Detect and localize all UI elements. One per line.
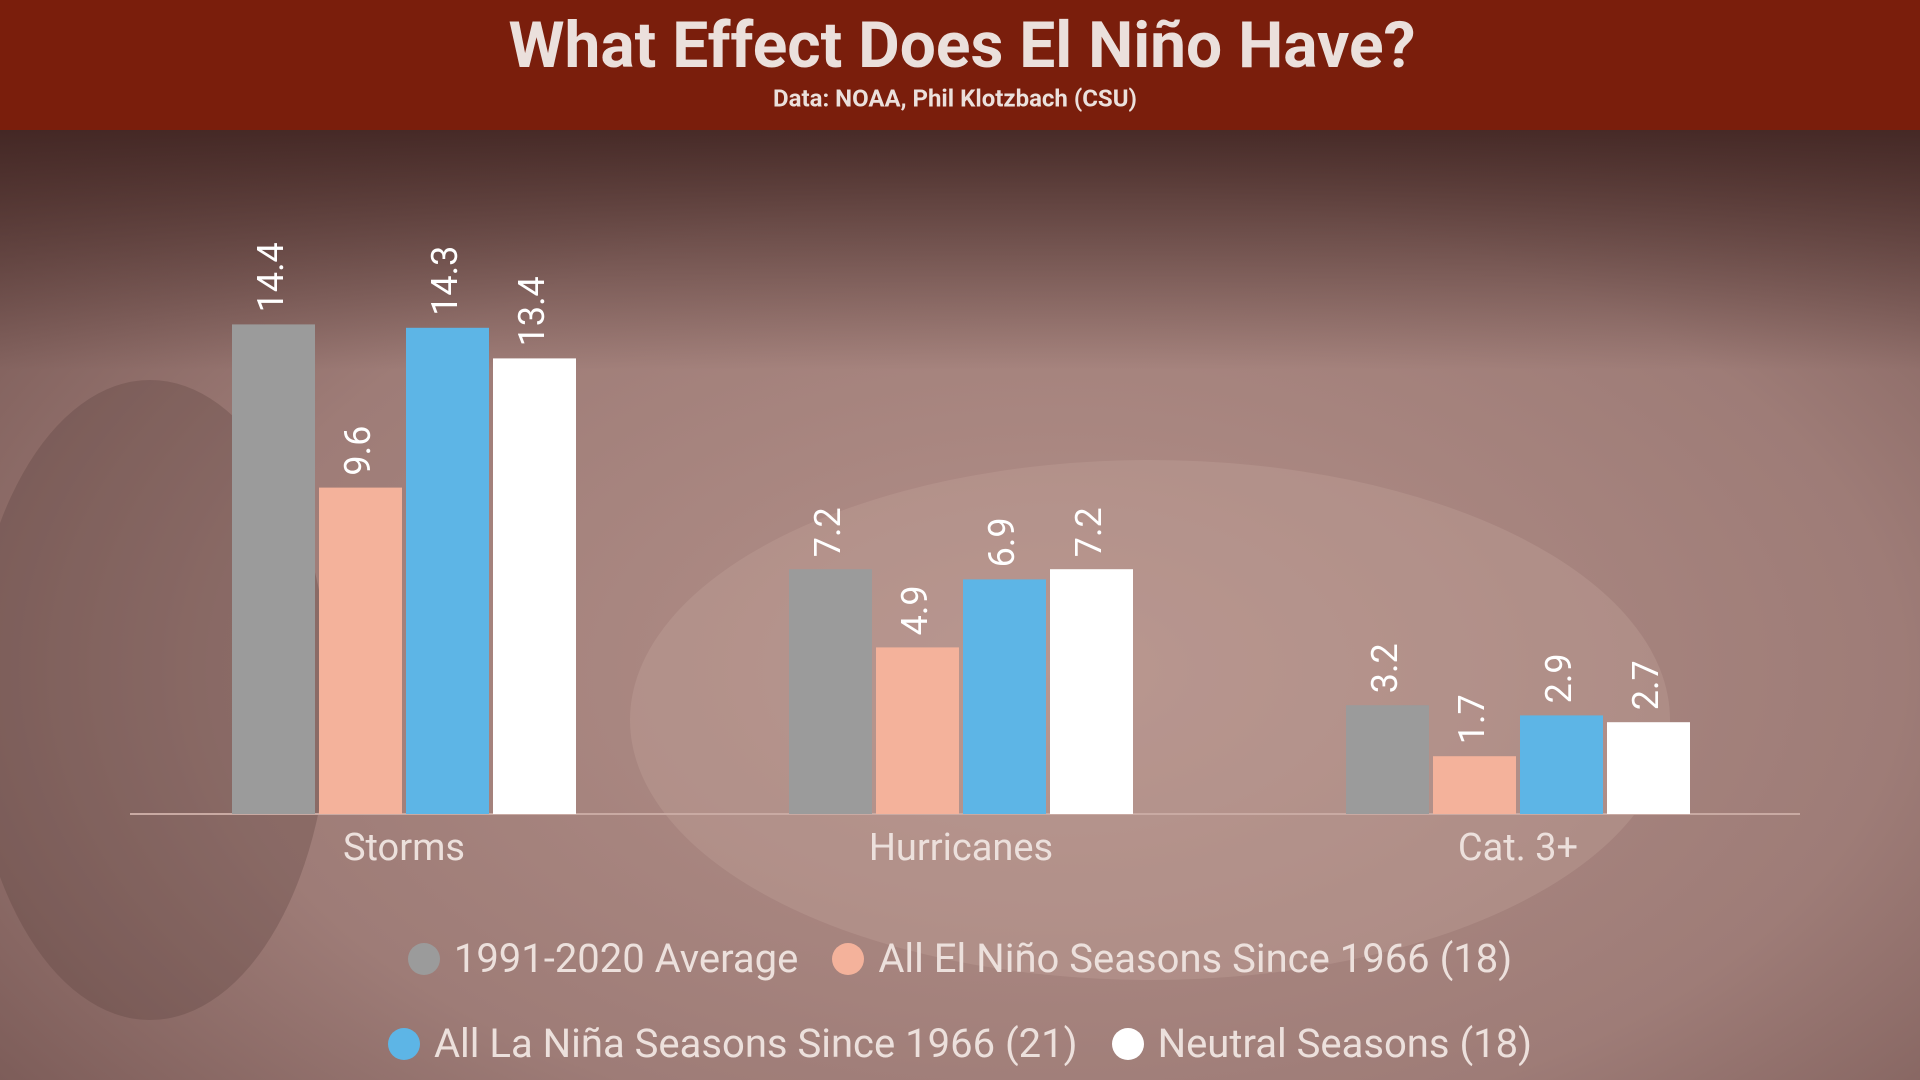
legend-marker: [407, 942, 440, 975]
data-label: 14.4: [250, 242, 292, 312]
bar: [406, 327, 489, 814]
chart-title: What Effect Does El Niño Have?: [509, 8, 1416, 83]
data-label: 2.7: [1625, 660, 1667, 710]
data-label: 6.9: [981, 517, 1023, 567]
data-label: 1.7: [1451, 694, 1493, 744]
bar: [493, 358, 576, 814]
legend-marker: [832, 942, 865, 975]
legend-label: 1991-2020 Average: [453, 935, 799, 982]
bar: [319, 487, 402, 814]
data-label: 9.6: [337, 426, 379, 476]
data-label: 7.2: [807, 507, 849, 557]
legend-marker: [387, 1027, 420, 1060]
data-label: 3.2: [1364, 643, 1406, 693]
bar: [1520, 715, 1603, 814]
chart-subtitle: Data: NOAA, Phil Klotzbach (CSU): [773, 84, 1137, 112]
legend-label: All El Niño Seasons Since 1966 (18): [878, 935, 1513, 982]
background-cloud: [630, 460, 1670, 980]
legend-marker: [1111, 1027, 1144, 1060]
bar: [963, 579, 1046, 814]
bar: [1607, 722, 1690, 814]
data-label: 7.2: [1068, 507, 1110, 557]
legend-label: All La Niña Seasons Since 1966 (21): [433, 1020, 1078, 1067]
data-label: 13.4: [511, 276, 553, 346]
bar: [789, 569, 872, 814]
legend-item: All El Niño Seasons Since 1966 (18): [832, 935, 1512, 982]
bar: [876, 647, 959, 814]
data-label: 14.3: [424, 246, 466, 316]
legend-label: Neutral Seasons (18): [1157, 1020, 1533, 1067]
legend: All La Niña Seasons Since 1966 (21) Neutr…: [0, 1020, 1920, 1067]
bar: [232, 324, 315, 814]
data-label: 4.9: [894, 585, 936, 635]
bar: [1050, 569, 1133, 814]
x-tick-label: Storms: [343, 826, 465, 870]
bar: [1433, 756, 1516, 814]
legend-item: All La Niña Seasons Since 1966 (21): [387, 1020, 1078, 1067]
data-label: 2.9: [1538, 653, 1580, 703]
legend: 1991-2020 Average All El Niño Seasons Sin…: [0, 935, 1920, 982]
background-sky: [0, 130, 1920, 370]
legend-item: 1991-2020 Average: [407, 935, 799, 982]
x-tick-label: Hurricanes: [869, 826, 1053, 870]
title-bar: [0, 0, 1920, 130]
legend-item: Neutral Seasons (18): [1111, 1020, 1533, 1067]
bar: [1346, 705, 1429, 814]
x-tick-label: Cat. 3+: [1458, 826, 1578, 870]
